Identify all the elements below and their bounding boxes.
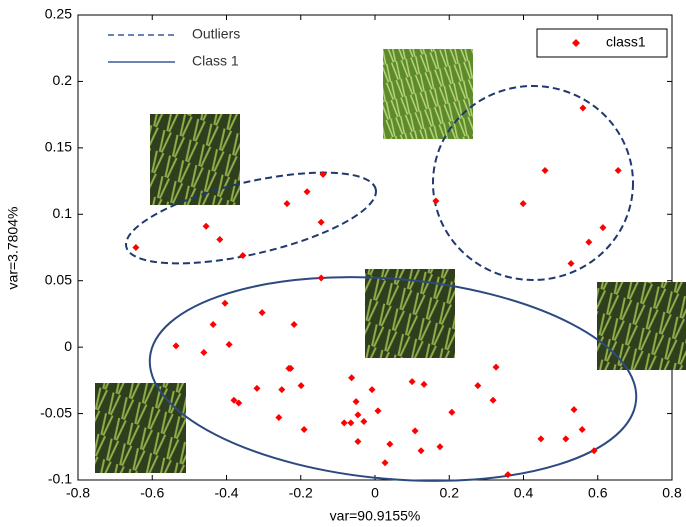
- class-ellipse: [148, 276, 638, 482]
- y-tick-label: -0.05: [40, 404, 72, 420]
- point: [200, 348, 208, 356]
- point: [360, 418, 368, 426]
- x-tick-label: -0.4: [214, 485, 238, 501]
- y-tick-label: 0.15: [45, 139, 72, 155]
- point: [347, 419, 355, 427]
- x-tick-label: 0.4: [514, 485, 534, 501]
- point: [432, 197, 440, 205]
- point: [230, 396, 238, 404]
- y-axis-label: var=3.7804%: [5, 207, 21, 290]
- legend: [536, 28, 668, 58]
- point: [420, 380, 428, 388]
- point: [578, 426, 586, 434]
- point: [374, 407, 382, 415]
- y-tick-label: 0: [64, 338, 72, 354]
- point: [537, 435, 545, 443]
- point: [567, 259, 575, 267]
- point: [225, 340, 233, 348]
- point: [474, 382, 482, 390]
- point: [317, 274, 325, 282]
- point: [492, 363, 500, 371]
- point: [417, 447, 425, 455]
- thumbnail: [383, 49, 473, 139]
- point: [287, 364, 295, 372]
- point: [519, 200, 527, 208]
- point: [614, 166, 622, 174]
- point: [300, 426, 308, 434]
- y-tick-label: 0.25: [45, 6, 72, 22]
- point: [489, 396, 497, 404]
- point: [504, 471, 512, 479]
- y-tick-label: -0.1: [48, 471, 72, 487]
- point: [290, 321, 298, 329]
- point: [209, 321, 217, 329]
- point: [436, 443, 444, 451]
- point: [278, 386, 286, 394]
- point: [590, 447, 598, 455]
- point: [585, 238, 593, 246]
- outlier-ellipse: [432, 85, 634, 281]
- outlier-ellipse: [125, 171, 377, 265]
- point: [132, 244, 140, 251]
- point: [317, 218, 325, 226]
- thumbnail: [150, 114, 240, 205]
- point: [303, 188, 311, 196]
- thumbnail: [597, 282, 686, 370]
- point: [275, 414, 283, 422]
- thumbnail: [95, 383, 186, 473]
- point: [297, 382, 305, 390]
- point: [221, 299, 229, 307]
- x-tick-label: -0.2: [289, 485, 313, 501]
- x-tick-label: 0.6: [588, 485, 608, 501]
- point: [348, 374, 356, 382]
- x-tick-label: 0.8: [662, 485, 682, 501]
- point: [258, 309, 266, 317]
- point: [283, 200, 291, 208]
- x-axis-label: var=90.9155%: [330, 508, 421, 524]
- point: [541, 166, 549, 174]
- legend-marker: [572, 39, 580, 47]
- point: [202, 222, 210, 230]
- point: [579, 104, 587, 112]
- x-tick-label: -0.6: [140, 485, 164, 501]
- point: [319, 170, 327, 178]
- point: [570, 406, 578, 414]
- point: [253, 384, 261, 392]
- annotation: Outliers: [192, 26, 240, 42]
- thumbnail: [365, 269, 455, 358]
- point: [599, 224, 607, 232]
- x-tick-label: 0: [371, 485, 379, 501]
- annotation: Class 1: [192, 53, 239, 69]
- y-tick-label: 0.2: [53, 72, 73, 88]
- point: [562, 435, 570, 443]
- y-tick-label: 0.05: [45, 271, 72, 287]
- point: [352, 398, 360, 406]
- point: [172, 342, 180, 350]
- x-tick-label: -0.8: [66, 485, 90, 501]
- point: [368, 386, 376, 394]
- point: [448, 408, 456, 416]
- point: [340, 419, 348, 427]
- x-tick-label: 0.2: [440, 485, 460, 501]
- point: [354, 411, 362, 419]
- point: [235, 399, 243, 407]
- point: [411, 427, 419, 435]
- point: [239, 251, 247, 259]
- point: [216, 236, 224, 244]
- point: [381, 459, 389, 467]
- point: [386, 440, 394, 448]
- legend-label: class1: [606, 34, 646, 50]
- point: [408, 378, 416, 386]
- point: [354, 437, 362, 445]
- y-tick-label: 0.1: [53, 205, 73, 221]
